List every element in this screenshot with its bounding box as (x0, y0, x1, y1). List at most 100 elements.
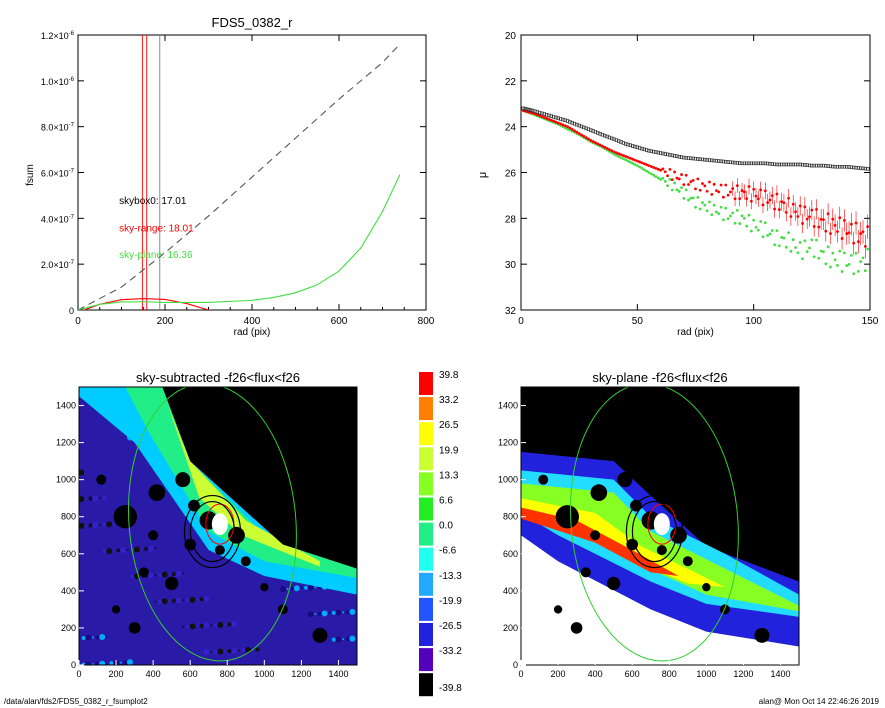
data-point (708, 180, 711, 184)
x-axis-label: rad (pix) (677, 327, 714, 338)
masked-star (148, 484, 166, 501)
data-point (822, 218, 825, 222)
data-point (805, 250, 809, 253)
data-point (661, 167, 665, 171)
data-point (847, 165, 851, 169)
image-noise (199, 623, 204, 628)
image-noise (112, 523, 115, 526)
image-frame (520, 386, 800, 666)
data-point (722, 218, 725, 222)
data-point (717, 159, 721, 163)
data-point (784, 210, 788, 214)
data-point (617, 155, 621, 158)
data-point (623, 142, 628, 146)
data-point (775, 162, 779, 167)
data-point (554, 115, 558, 120)
data-point (582, 134, 586, 138)
data-point (826, 212, 830, 216)
y-tick-label: 26 (505, 169, 517, 180)
data-point (668, 167, 672, 171)
data-point (824, 229, 828, 233)
data-point (565, 119, 570, 123)
image-noise (102, 522, 107, 527)
data-point (563, 126, 567, 130)
data-point (612, 150, 616, 154)
y-tick-label: 0 (513, 660, 518, 670)
aperture-ellipse (189, 500, 236, 563)
data-point (831, 164, 835, 169)
data-point (819, 217, 823, 221)
data-point (529, 108, 533, 112)
image-noise (185, 624, 190, 629)
image-noise (95, 635, 100, 640)
data-point (649, 149, 654, 153)
colorbar-swatch (419, 522, 433, 546)
y-tick-label: 2.0×10-7 (41, 260, 75, 270)
y-tick-label: 24 (505, 123, 517, 134)
image-noise (182, 599, 185, 602)
data-point (759, 188, 763, 192)
data-point (819, 249, 823, 253)
data-point (754, 161, 758, 166)
data-point (756, 161, 761, 166)
data-point (680, 173, 683, 176)
data-point (696, 177, 700, 181)
data-point (670, 153, 674, 158)
data-point (765, 161, 770, 166)
masked-star (312, 627, 328, 643)
image-noise (81, 662, 86, 665)
data-point (551, 115, 556, 119)
data-point (658, 151, 663, 155)
image-noise (154, 574, 157, 577)
data-point (672, 154, 677, 158)
data-point (817, 225, 821, 229)
data-point (768, 162, 772, 166)
data-point (614, 153, 618, 157)
data-point (693, 157, 698, 161)
image-noise (199, 597, 204, 602)
plot-area (521, 106, 870, 276)
data-point (808, 246, 811, 250)
data-point (784, 245, 788, 249)
masked-star (555, 505, 579, 529)
data-point (694, 205, 697, 209)
image-noise (279, 586, 286, 593)
sky-ellipse (569, 387, 739, 662)
x-tick-label: 800 (662, 669, 677, 679)
data-point (670, 178, 674, 182)
data-point (803, 205, 807, 209)
data-point (612, 152, 616, 156)
data-point (737, 161, 742, 165)
data-point (844, 165, 849, 169)
data-point (826, 245, 830, 249)
image-noise (116, 548, 121, 553)
sky-plane-image: sky-plane -f26<flux<f26 0 200 400 600 800 1000… (498, 370, 800, 679)
data-point (644, 148, 649, 152)
image-noise (81, 636, 86, 641)
colorbar-swatch (419, 397, 433, 421)
data-point (726, 193, 730, 197)
data-point (654, 166, 658, 170)
data-point (637, 146, 642, 150)
image-noise (88, 523, 93, 528)
data-point (549, 118, 553, 122)
masked-star (148, 530, 159, 541)
data-point (749, 199, 753, 203)
data-point (744, 161, 749, 166)
colorbar-label: 6.6 (439, 496, 453, 507)
data-point (661, 151, 665, 156)
data-point (705, 209, 709, 213)
data-point (666, 184, 669, 188)
y-tick-label: 600 (61, 549, 76, 559)
x-tick-label: 0 (518, 316, 524, 327)
data-point (712, 182, 716, 186)
data-point (721, 159, 726, 164)
data-point (775, 229, 779, 233)
aperture-ellipse (625, 494, 684, 569)
data-point (628, 156, 632, 160)
data-point (584, 136, 588, 140)
colorbar-label: 19.9 (439, 445, 459, 456)
colorbar-label: -19.9 (439, 596, 462, 607)
data-point (673, 181, 676, 185)
data-point (608, 148, 611, 151)
